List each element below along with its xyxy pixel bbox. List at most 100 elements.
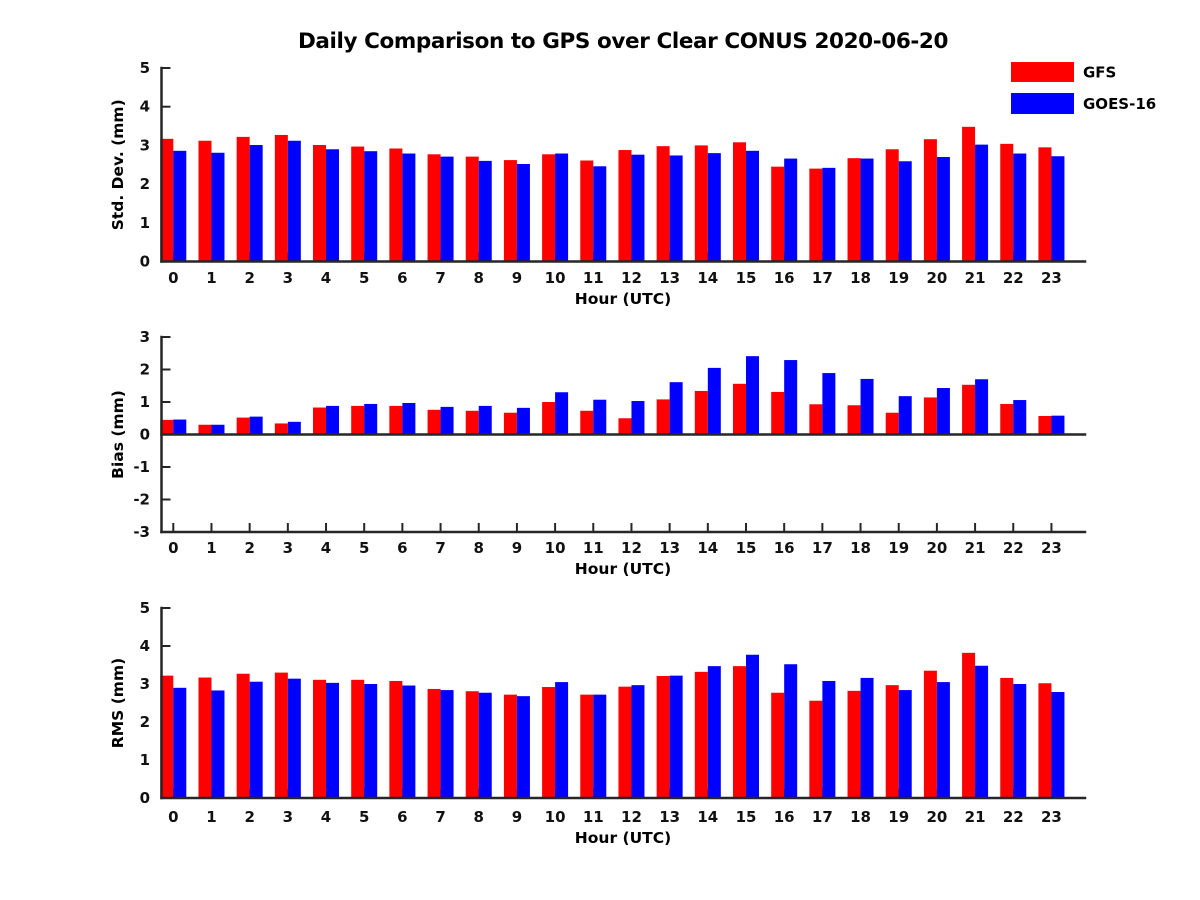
bar-gfs-hour-3	[274, 672, 288, 798]
bar-goes-16-hour-16	[784, 158, 798, 262]
x-tick-label: 7	[435, 808, 445, 826]
y-axis-label-bias: Bias (mm)	[109, 390, 127, 479]
bar-goes-16-hour-22	[1013, 684, 1027, 798]
bar-gfs-hour-17	[809, 700, 823, 798]
x-tick-label: 16	[774, 539, 795, 557]
x-tick-label: 8	[474, 808, 484, 826]
bar-goes-16-hour-19	[898, 396, 912, 435]
bar-goes-16-hour-20	[936, 388, 950, 435]
bar-goes-16-hour-19	[898, 690, 912, 798]
bar-gfs-hour-2	[236, 136, 250, 262]
x-tick-label: 21	[965, 808, 986, 826]
bar-goes-16-hour-6	[402, 153, 416, 262]
bar-goes-16-hour-5	[364, 151, 378, 262]
y-tick-label: 2	[140, 361, 150, 379]
x-tick-label: 10	[545, 539, 566, 557]
bar-goes-16-hour-20	[936, 682, 950, 798]
x-tick-label: 16	[774, 269, 795, 287]
chart-title: Daily Comparison to GPS over Clear CONUS…	[298, 29, 948, 54]
bar-gfs-hour-1	[198, 677, 212, 798]
bar-gfs-hour-6	[389, 405, 403, 435]
bar-gfs-hour-12	[618, 418, 632, 435]
bar-goes-16-hour-4	[326, 405, 340, 435]
bar-gfs-hour-0	[160, 419, 174, 435]
x-tick-label: 7	[435, 269, 445, 287]
bar-goes-16-hour-14	[707, 367, 721, 435]
bar-gfs-hour-13	[656, 676, 670, 798]
bar-gfs-hour-6	[389, 148, 403, 262]
bar-goes-16-hour-9	[516, 407, 530, 435]
bar-goes-16-hour-23	[1051, 691, 1065, 798]
bar-gfs-hour-19	[885, 685, 899, 798]
y-tick-label: 4	[140, 637, 150, 655]
bar-gfs-hour-7	[427, 688, 441, 798]
bar-gfs-hour-0	[160, 675, 174, 798]
bar-gfs-hour-10	[542, 402, 556, 435]
bar-goes-16-hour-22	[1013, 400, 1027, 435]
bar-gfs-hour-11	[580, 410, 594, 435]
bar-goes-16-hour-2	[249, 681, 263, 798]
x-tick-label: 19	[888, 539, 909, 557]
bar-goes-16-hour-23	[1051, 415, 1065, 435]
x-tick-label: 11	[583, 539, 604, 557]
bar-goes-16-hour-11	[593, 399, 607, 435]
bar-goes-16-hour-8	[478, 405, 492, 435]
bar-gfs-hour-8	[465, 156, 479, 262]
bar-gfs-hour-3	[274, 134, 288, 262]
y-tick-label: 1	[140, 393, 150, 411]
x-tick-label: 12	[621, 269, 642, 287]
bar-gfs-hour-10	[542, 154, 556, 262]
x-tick-label: 13	[659, 808, 680, 826]
bar-gfs-hour-8	[465, 410, 479, 435]
x-tick-label: 15	[736, 808, 757, 826]
x-tick-label: 9	[512, 808, 522, 826]
bar-gfs-hour-6	[389, 680, 403, 798]
x-tick-label: 10	[545, 269, 566, 287]
bar-goes-16-hour-16	[784, 360, 798, 435]
x-tick-label: 14	[697, 269, 718, 287]
y-tick-label: 4	[140, 98, 150, 116]
bar-goes-16-hour-16	[784, 664, 798, 798]
bar-goes-16-hour-15	[746, 150, 759, 262]
bar-goes-16-hour-18	[860, 378, 874, 435]
bar-gfs-hour-16	[771, 166, 785, 262]
x-tick-label: 0	[168, 808, 178, 826]
bar-goes-16-hour-0	[173, 150, 187, 262]
bar-goes-16-hour-7	[440, 406, 454, 435]
x-tick-label: 9	[512, 539, 522, 557]
bar-goes-16-hour-10	[555, 682, 569, 798]
bar-goes-16-hour-5	[364, 403, 378, 435]
y-tick-label: 1	[140, 214, 150, 232]
bar-gfs-hour-4	[313, 145, 327, 262]
legend-label-gfs: GFS	[1083, 64, 1116, 82]
bar-gfs-hour-23	[1038, 147, 1052, 262]
bar-goes-16-hour-6	[402, 685, 416, 798]
x-tick-label: 3	[283, 539, 293, 557]
x-tick-label: 23	[1041, 269, 1062, 287]
x-tick-label: 5	[359, 269, 369, 287]
bar-goes-16-hour-7	[440, 690, 454, 798]
bar-goes-16-hour-18	[860, 158, 874, 262]
bar-gfs-hour-19	[885, 412, 899, 435]
y-tick-label: 2	[140, 175, 150, 193]
bar-goes-16-hour-3	[287, 140, 301, 262]
x-tick-label: 22	[1003, 539, 1024, 557]
bar-goes-16-hour-12	[631, 685, 645, 798]
bar-goes-16-hour-14	[707, 153, 721, 262]
y-tick-label: 5	[140, 599, 150, 617]
bar-goes-16-hour-8	[478, 160, 492, 262]
bar-goes-16-hour-18	[860, 677, 874, 798]
y-tick-label: 3	[140, 136, 150, 154]
bar-gfs-hour-21	[962, 384, 976, 435]
bar-goes-16-hour-6	[402, 402, 416, 435]
bar-gfs-hour-16	[771, 391, 785, 435]
bar-gfs-hour-2	[236, 417, 250, 435]
bar-goes-16-hour-11	[593, 166, 607, 262]
legend-label-goes16: GOES-16	[1083, 95, 1156, 113]
bar-gfs-hour-20	[923, 670, 937, 798]
x-tick-label: 0	[168, 539, 178, 557]
y-tick-label: 5	[140, 59, 150, 77]
x-tick-label: 19	[888, 269, 909, 287]
y-tick-label: 1	[140, 751, 150, 769]
